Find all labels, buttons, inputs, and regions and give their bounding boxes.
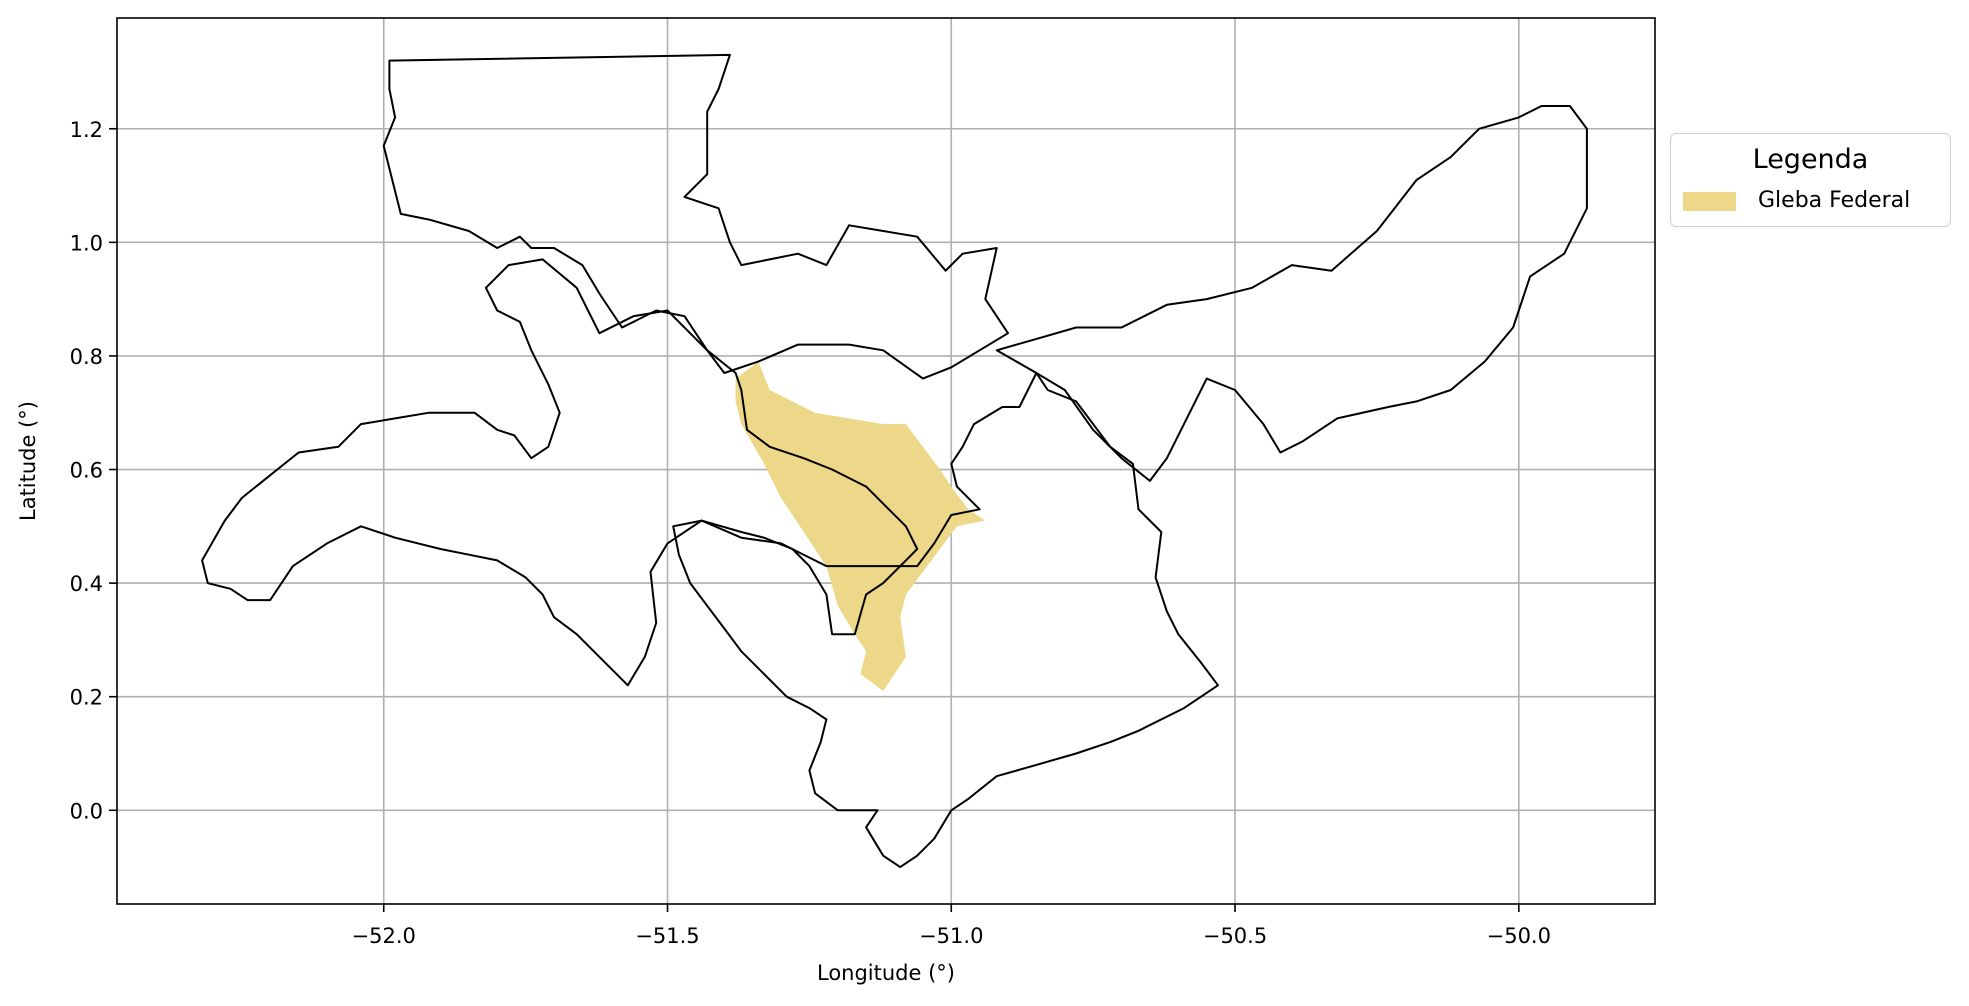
axis-ticks: −52.0 −51.5 −51.0 −50.5 −50.0 0.0 0.2 0.4 0.6 0.8…	[70, 118, 1551, 948]
municipality-boundary-2	[201, 258, 919, 687]
municipality-boundary-3	[672, 372, 1219, 869]
y-tick-label: 0.0	[70, 799, 103, 823]
x-tick-label: −51.5	[635, 924, 699, 948]
x-tick-label: −52.0	[352, 924, 416, 948]
legend: Legenda Gleba Federal	[1670, 133, 1951, 227]
y-tick-label: 1.0	[70, 231, 103, 255]
y-tick-label: 0.2	[70, 686, 103, 710]
x-tick-label: −50.0	[1487, 924, 1551, 948]
gleba-federal-area	[735, 361, 986, 691]
x-axis-label: Longitude (°)	[817, 961, 955, 985]
municipality-boundary-1	[382, 53, 1009, 380]
y-tick-label: 0.6	[70, 459, 103, 483]
municipality-boundary-4	[995, 105, 1588, 482]
map-layers	[201, 53, 1588, 869]
y-axis-label: Latitude (°)	[16, 401, 40, 521]
legend-swatch-gleba-federal	[1683, 192, 1736, 211]
x-tick-label: −51.0	[919, 924, 983, 948]
plot-frame	[116, 17, 1656, 905]
x-tick-label: −50.5	[1203, 924, 1267, 948]
legend-label-gleba-federal: Gleba Federal	[1758, 188, 1911, 213]
y-tick-label: 0.8	[70, 345, 103, 369]
y-tick-label: 1.2	[70, 118, 103, 142]
y-tick-label: 0.4	[70, 572, 103, 596]
legend-title: Legenda	[1752, 144, 1869, 175]
